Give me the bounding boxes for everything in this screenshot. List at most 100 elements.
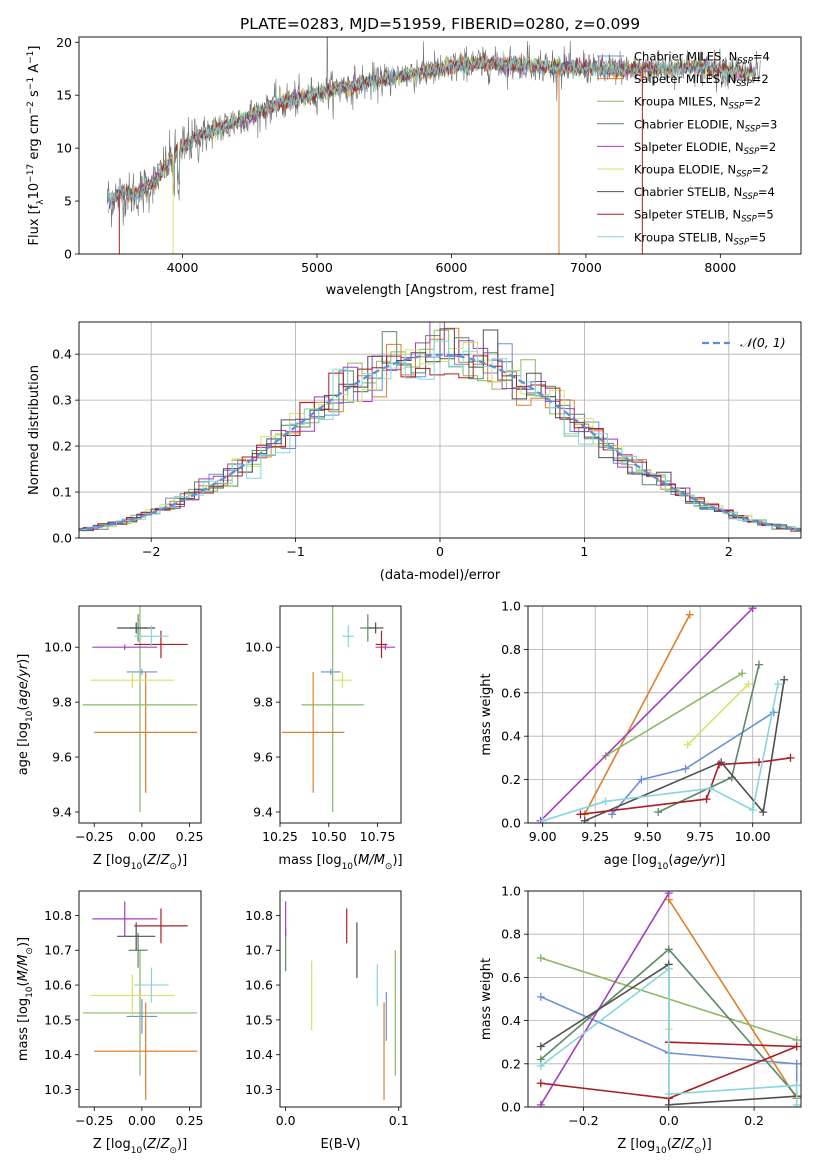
legend-model: Kroupa ELODIE, N	[634, 163, 736, 177]
x-tick-label: 7000	[570, 260, 602, 275]
weight-marker	[536, 953, 545, 962]
weight-line-model-5	[540, 607, 754, 822]
x-tick-label: 0.1	[389, 1113, 409, 1128]
y-tick-label: 9.6	[52, 750, 72, 765]
label-part: mass [log	[278, 853, 341, 868]
label-part: (	[16, 706, 31, 711]
legend-label: Kroupa ELODIE, NSSP=2	[634, 163, 769, 180]
y-tick-label: 10.6	[44, 978, 72, 993]
label-part: mass [log	[16, 998, 31, 1061]
observed-spectrum	[106, 37, 761, 228]
y-tick-label: 10.4	[245, 1047, 273, 1062]
weight-marker	[536, 1042, 545, 1051]
weight-marker	[608, 810, 616, 819]
y-tick-label: 10.0	[245, 640, 273, 655]
y-axis-label: mass weight	[479, 958, 494, 1040]
y-tick-label: 9.6	[253, 750, 273, 765]
plot-area	[536, 891, 801, 1107]
histogram-model-9	[79, 340, 801, 531]
weight-line-model-5	[540, 892, 670, 1106]
y-axis-label: Normed distribution	[27, 365, 42, 495]
y-tick-label: 9.4	[52, 805, 72, 820]
x-tick-label: 5000	[301, 260, 333, 275]
weight-marker	[664, 964, 673, 973]
label-part: )]	[392, 853, 402, 868]
y-axis-label: mass weight	[479, 673, 494, 755]
weight-marker	[792, 1100, 801, 1107]
plot-area	[82, 606, 198, 813]
histogram-model-3	[79, 329, 801, 532]
y-label-part: erg cm	[27, 114, 42, 163]
label-part: )]	[177, 853, 187, 868]
weight-marker	[637, 775, 646, 784]
weight-line-model-1	[611, 711, 775, 815]
y-label-part: −17	[26, 164, 36, 183]
x-tick-label: −0.25	[75, 829, 113, 844]
weight-line-model-1	[540, 996, 798, 1099]
y-tick-label: 0.2	[501, 772, 521, 787]
label-part: )]	[177, 1137, 187, 1152]
legend-nssp: =2	[752, 163, 769, 177]
legend-nssp: =2	[752, 72, 769, 86]
x-tick-label: 0.00	[128, 829, 156, 844]
label-part: 10	[25, 710, 35, 722]
weight-line-model-9	[542, 683, 779, 822]
label-part: )]	[702, 1137, 712, 1152]
label-part: age/yr	[673, 853, 716, 868]
legend-nssp: =2	[759, 140, 776, 154]
label-part: /	[681, 1137, 686, 1152]
y-tick-label: 9.8	[253, 695, 273, 710]
y-tick-label: 0.4	[501, 729, 521, 744]
x-axis-label: E(B-V)	[320, 1137, 360, 1152]
label-part: )]	[16, 654, 31, 664]
y-tick-label: 0.8	[501, 927, 521, 942]
x-tick-label: 10.25	[262, 829, 298, 844]
weight-marker	[654, 808, 663, 817]
weight-marker	[576, 810, 585, 819]
weight-marker	[738, 669, 747, 678]
axes-frame	[78, 890, 202, 1108]
weight-marker	[715, 760, 724, 769]
y-label-part: A	[27, 64, 42, 77]
y-tick-label: 0.4	[52, 347, 72, 362]
legend-model: Salpeter ELODIE, N	[634, 140, 744, 154]
label-part: Z	[671, 1137, 682, 1152]
weight-marker	[786, 753, 795, 762]
y-tick-label: 0.3	[52, 393, 72, 408]
weight-marker	[702, 795, 711, 804]
y-tick-label: 10.5	[245, 1012, 273, 1027]
axes-frame	[78, 321, 802, 539]
label-part: (	[667, 1137, 672, 1152]
axes-frame	[527, 890, 802, 1108]
x-axis-label: Z [log10(Z/Z⊙)]	[93, 853, 187, 872]
label-part: )]	[16, 937, 31, 947]
label-part: ⊙	[169, 862, 177, 872]
x-tick-label: 0.25	[176, 829, 204, 844]
label-part: 10	[131, 862, 143, 872]
legend-model: Kroupa MILES, N	[634, 95, 729, 109]
x-tick-label: 9.25	[581, 829, 609, 844]
y-tick-label: 20	[56, 35, 72, 50]
label-part: (	[353, 853, 358, 868]
weight-marker	[601, 797, 610, 806]
legend-model: Kroupa STELIB, N	[634, 230, 734, 244]
y-tick-label: 10.3	[44, 1082, 72, 1097]
legend-nssp: =4	[753, 50, 770, 64]
legend-label: Salpeter MILES, NSSP=2	[634, 72, 769, 89]
weight-marker	[792, 1042, 801, 1051]
label-part: (	[142, 1137, 147, 1152]
weight-marker	[780, 675, 789, 684]
weight-marker	[685, 610, 694, 619]
label-part: 10	[342, 862, 354, 872]
residual-histogram-panel: −2 −1 0 1 2 0.0 0.1 0.2 0.3 0.4 𝒩(0, 1) (data-model…	[27, 321, 802, 583]
legend-nssp: =3	[760, 117, 777, 131]
y-tick-label: 0.0	[501, 816, 521, 831]
plot-area	[82, 901, 198, 1101]
label-part: (	[16, 981, 31, 986]
histogram-model-5	[79, 322, 801, 531]
x-tick-label: 0.0	[659, 1113, 679, 1128]
x-tick-label: 0.2	[744, 1113, 764, 1128]
y-tick-label: 10	[56, 141, 72, 156]
legend-label: Salpeter ELODIE, NSSP=2	[634, 140, 776, 157]
